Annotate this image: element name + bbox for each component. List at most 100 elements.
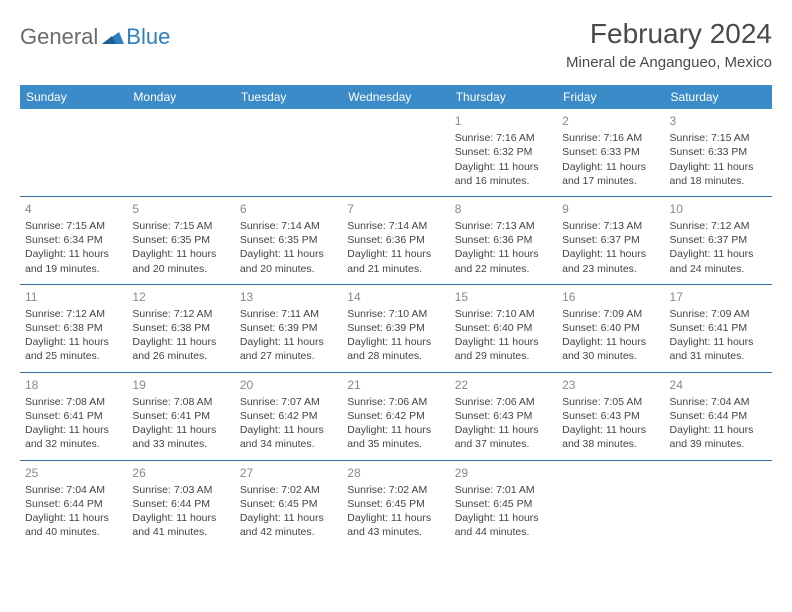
day-number: 28 (347, 465, 444, 481)
calendar-day-cell (127, 109, 234, 196)
daylight-text: and 24 minutes. (670, 262, 767, 276)
sunrise-text: Sunrise: 7:13 AM (455, 219, 552, 233)
calendar-day-cell: 7Sunrise: 7:14 AMSunset: 6:36 PMDaylight… (342, 196, 449, 284)
calendar-day-cell: 17Sunrise: 7:09 AMSunset: 6:41 PMDayligh… (665, 284, 772, 372)
daylight-text: Daylight: 11 hours (132, 247, 229, 261)
daylight-text: Daylight: 11 hours (25, 511, 122, 525)
daylight-text: and 40 minutes. (25, 525, 122, 539)
day-number: 12 (132, 289, 229, 305)
sunrise-text: Sunrise: 7:16 AM (455, 131, 552, 145)
day-number: 29 (455, 465, 552, 481)
weekday-header: Thursday (450, 85, 557, 109)
daylight-text: and 38 minutes. (562, 437, 659, 451)
calendar-day-cell: 22Sunrise: 7:06 AMSunset: 6:43 PMDayligh… (450, 372, 557, 460)
daylight-text: and 35 minutes. (347, 437, 444, 451)
weekday-header: Sunday (20, 85, 127, 109)
logo-text-blue: Blue (126, 24, 170, 50)
calendar-week-row: 4Sunrise: 7:15 AMSunset: 6:34 PMDaylight… (20, 196, 772, 284)
sunset-text: Sunset: 6:33 PM (670, 145, 767, 159)
daylight-text: and 29 minutes. (455, 349, 552, 363)
daylight-text: Daylight: 11 hours (347, 423, 444, 437)
daylight-text: and 28 minutes. (347, 349, 444, 363)
daylight-text: Daylight: 11 hours (25, 335, 122, 349)
calendar-day-cell: 20Sunrise: 7:07 AMSunset: 6:42 PMDayligh… (235, 372, 342, 460)
daylight-text: and 20 minutes. (240, 262, 337, 276)
daylight-text: Daylight: 11 hours (670, 335, 767, 349)
daylight-text: Daylight: 11 hours (562, 247, 659, 261)
sunset-text: Sunset: 6:40 PM (455, 321, 552, 335)
sunrise-text: Sunrise: 7:12 AM (670, 219, 767, 233)
title-block: February 2024 Mineral de Angangueo, Mexi… (566, 18, 772, 71)
calendar-day-cell: 27Sunrise: 7:02 AMSunset: 6:45 PMDayligh… (235, 460, 342, 547)
daylight-text: and 44 minutes. (455, 525, 552, 539)
day-number: 19 (132, 377, 229, 393)
sunrise-text: Sunrise: 7:14 AM (347, 219, 444, 233)
daylight-text: and 33 minutes. (132, 437, 229, 451)
daylight-text: Daylight: 11 hours (455, 511, 552, 525)
weekday-header: Wednesday (342, 85, 449, 109)
calendar-day-cell: 21Sunrise: 7:06 AMSunset: 6:42 PMDayligh… (342, 372, 449, 460)
sunset-text: Sunset: 6:34 PM (25, 233, 122, 247)
day-number: 22 (455, 377, 552, 393)
day-number: 5 (132, 201, 229, 217)
day-number: 17 (670, 289, 767, 305)
sunset-text: Sunset: 6:38 PM (25, 321, 122, 335)
sunrise-text: Sunrise: 7:12 AM (132, 307, 229, 321)
sunset-text: Sunset: 6:33 PM (562, 145, 659, 159)
calendar-week-row: 11Sunrise: 7:12 AMSunset: 6:38 PMDayligh… (20, 284, 772, 372)
calendar-day-cell: 8Sunrise: 7:13 AMSunset: 6:36 PMDaylight… (450, 196, 557, 284)
calendar-day-cell: 10Sunrise: 7:12 AMSunset: 6:37 PMDayligh… (665, 196, 772, 284)
calendar-day-cell: 3Sunrise: 7:15 AMSunset: 6:33 PMDaylight… (665, 109, 772, 196)
logo-text-general: General (20, 24, 98, 50)
calendar-day-cell: 4Sunrise: 7:15 AMSunset: 6:34 PMDaylight… (20, 196, 127, 284)
calendar-day-cell: 29Sunrise: 7:01 AMSunset: 6:45 PMDayligh… (450, 460, 557, 547)
daylight-text: and 18 minutes. (670, 174, 767, 188)
day-number: 24 (670, 377, 767, 393)
header: General Blue February 2024 Mineral de An… (20, 18, 772, 71)
calendar-day-cell: 15Sunrise: 7:10 AMSunset: 6:40 PMDayligh… (450, 284, 557, 372)
daylight-text: and 39 minutes. (670, 437, 767, 451)
day-number: 18 (25, 377, 122, 393)
day-number: 27 (240, 465, 337, 481)
daylight-text: Daylight: 11 hours (132, 423, 229, 437)
sunset-text: Sunset: 6:45 PM (347, 497, 444, 511)
sunrise-text: Sunrise: 7:16 AM (562, 131, 659, 145)
daylight-text: Daylight: 11 hours (132, 335, 229, 349)
daylight-text: Daylight: 11 hours (240, 423, 337, 437)
daylight-text: Daylight: 11 hours (455, 423, 552, 437)
calendar-day-cell: 5Sunrise: 7:15 AMSunset: 6:35 PMDaylight… (127, 196, 234, 284)
daylight-text: and 42 minutes. (240, 525, 337, 539)
sunrise-text: Sunrise: 7:06 AM (347, 395, 444, 409)
day-number: 16 (562, 289, 659, 305)
day-number: 6 (240, 201, 337, 217)
weekday-header: Tuesday (235, 85, 342, 109)
daylight-text: and 21 minutes. (347, 262, 444, 276)
calendar-day-cell: 13Sunrise: 7:11 AMSunset: 6:39 PMDayligh… (235, 284, 342, 372)
sunrise-text: Sunrise: 7:12 AM (25, 307, 122, 321)
calendar-day-cell: 14Sunrise: 7:10 AMSunset: 6:39 PMDayligh… (342, 284, 449, 372)
logo-triangle-icon (102, 28, 124, 47)
sunrise-text: Sunrise: 7:07 AM (240, 395, 337, 409)
calendar-day-cell (665, 460, 772, 547)
daylight-text: Daylight: 11 hours (670, 247, 767, 261)
day-number: 11 (25, 289, 122, 305)
daylight-text: Daylight: 11 hours (25, 423, 122, 437)
sunset-text: Sunset: 6:42 PM (347, 409, 444, 423)
weekday-header-row: Sunday Monday Tuesday Wednesday Thursday… (20, 85, 772, 109)
sunset-text: Sunset: 6:40 PM (562, 321, 659, 335)
day-number: 20 (240, 377, 337, 393)
calendar-day-cell: 26Sunrise: 7:03 AMSunset: 6:44 PMDayligh… (127, 460, 234, 547)
calendar-day-cell: 11 Sunrise: 7:12 AMSunset: 6:38 PMDayligh… (20, 284, 127, 372)
sunrise-text: Sunrise: 7:03 AM (132, 483, 229, 497)
sunset-text: Sunset: 6:43 PM (562, 409, 659, 423)
sunset-text: Sunset: 6:37 PM (670, 233, 767, 247)
sunrise-text: Sunrise: 7:14 AM (240, 219, 337, 233)
sunrise-text: Sunrise: 7:10 AM (347, 307, 444, 321)
sunrise-text: Sunrise: 7:15 AM (132, 219, 229, 233)
weekday-header: Saturday (665, 85, 772, 109)
daylight-text: Daylight: 11 hours (132, 511, 229, 525)
daylight-text: and 32 minutes. (25, 437, 122, 451)
calendar-day-cell: 19Sunrise: 7:08 AMSunset: 6:41 PMDayligh… (127, 372, 234, 460)
weekday-header: Monday (127, 85, 234, 109)
sunset-text: Sunset: 6:37 PM (562, 233, 659, 247)
